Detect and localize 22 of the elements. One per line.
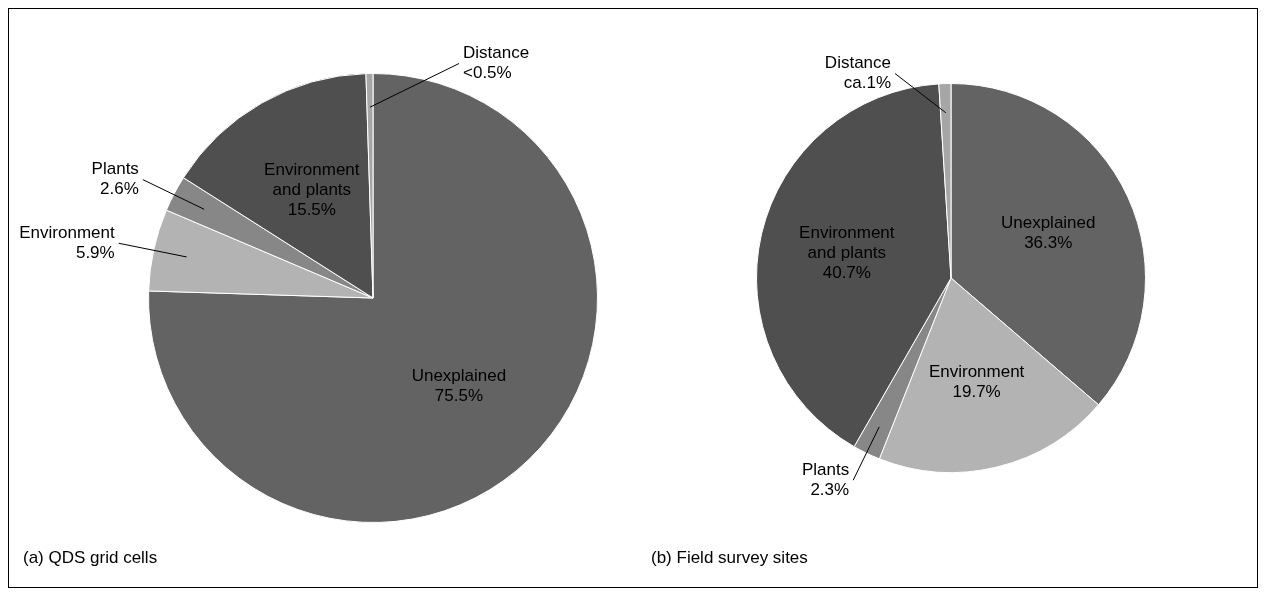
slice-label: Plants: [91, 159, 139, 179]
slice-label: Environment and plants: [264, 160, 360, 200]
slice-label: Unexplained: [411, 366, 507, 386]
text: (a) QDS grid cells: [23, 548, 158, 567]
data-label: 19.7%: [952, 381, 1001, 401]
slice-label: Environment: [19, 222, 115, 242]
slice-label: Distance: [463, 43, 530, 63]
slice-label: Plants: [801, 459, 850, 479]
slice-label: Environment: [928, 361, 1025, 381]
data-label: 40.7%: [822, 263, 871, 283]
data-label: 36.3%: [1024, 233, 1073, 253]
slice-label: Distance: [824, 53, 891, 73]
data-label: <0.5%: [463, 63, 512, 83]
data-label: 2.3%: [810, 479, 850, 499]
slice-label: Unexplained: [1000, 213, 1096, 233]
data-label: 75.5%: [434, 386, 484, 406]
data-label: 2.6%: [100, 179, 139, 199]
text: (b) Field survey sites: [651, 548, 808, 567]
slice-label: Environment and plants: [799, 223, 895, 263]
data-label: ca.1%: [843, 73, 891, 93]
data-label: 5.9%: [75, 242, 115, 262]
data-label: 15.5%: [287, 200, 336, 220]
